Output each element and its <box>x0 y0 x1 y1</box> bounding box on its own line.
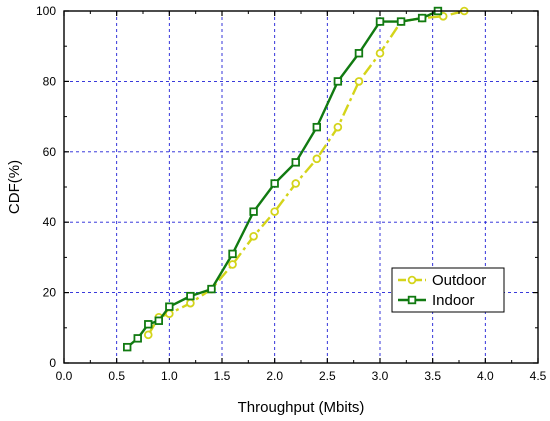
legend-label-outdoor: Outdoor <box>432 272 486 289</box>
series-layer <box>123 6 469 352</box>
data-point-outdoor <box>375 48 385 58</box>
x-tick-label: 4.5 <box>530 369 547 383</box>
data-point-indoor <box>312 122 321 132</box>
x-tick-label: 2.5 <box>319 369 336 383</box>
data-point-outdoor <box>186 298 195 308</box>
legend-item-outdoor: Outdoor <box>398 272 486 289</box>
data-point-outdoor <box>312 154 322 164</box>
y-tick-label: 60 <box>43 145 57 159</box>
x-tick-label: 3.5 <box>424 369 441 383</box>
x-tick-label: 1.0 <box>161 369 178 383</box>
x-tick-label: 3.0 <box>372 369 389 383</box>
data-point-indoor <box>249 207 258 216</box>
data-point-indoor <box>375 17 385 26</box>
legend-box <box>391 267 505 313</box>
data-point-indoor <box>354 49 364 58</box>
data-point-indoor <box>270 179 279 188</box>
x-tick-label: 1.5 <box>214 369 231 383</box>
y-tick-label: 0 <box>49 356 56 370</box>
data-point-outdoor <box>228 260 237 269</box>
data-point-indoor <box>186 291 195 301</box>
data-point-indoor <box>207 284 216 294</box>
axes: 0.0 0.5 1.0 1.5 2.0 2.5 3.0 3.5 4.0 4.5 0 20 40 60 80 1… <box>36 4 547 383</box>
data-point-indoor <box>417 13 427 23</box>
data-point-indoor <box>333 77 343 86</box>
x-tick-label: 0.5 <box>108 369 125 383</box>
y-axis-title: CDF(%) <box>6 160 23 214</box>
x-tick-label: 0.0 <box>56 369 73 383</box>
series-indoor <box>123 6 443 352</box>
data-point-indoor <box>144 320 153 329</box>
data-point-indoor <box>133 334 142 343</box>
legend-marker-outdoor <box>407 275 417 285</box>
data-point-indoor <box>123 342 132 352</box>
data-point-outdoor <box>270 207 279 216</box>
data-point-outdoor <box>291 179 301 188</box>
data-point-outdoor <box>354 77 364 86</box>
legend: Outdoor Indoor <box>391 267 505 313</box>
y-tick-label: 100 <box>36 4 56 18</box>
y-tick-label: 20 <box>43 286 57 300</box>
data-point-indoor <box>154 316 163 325</box>
data-point-indoor <box>165 302 174 311</box>
data-point-indoor <box>396 17 406 26</box>
data-point-indoor <box>291 158 300 167</box>
data-point-outdoor <box>333 122 343 132</box>
data-point-outdoor <box>249 231 258 241</box>
data-point-indoor <box>228 249 237 259</box>
y-tick-label: 80 <box>43 74 57 88</box>
x-tick-label: 4.0 <box>477 369 494 383</box>
legend-item-indoor: Indoor <box>398 292 475 309</box>
x-tick-label: 2.0 <box>266 369 283 383</box>
y-tick-label: 40 <box>43 215 57 229</box>
legend-label-indoor: Indoor <box>432 292 475 309</box>
legend-marker-indoor <box>407 295 417 305</box>
x-axis-title: Throughput (Mbits) <box>238 399 365 416</box>
data-point-outdoor <box>143 330 153 340</box>
